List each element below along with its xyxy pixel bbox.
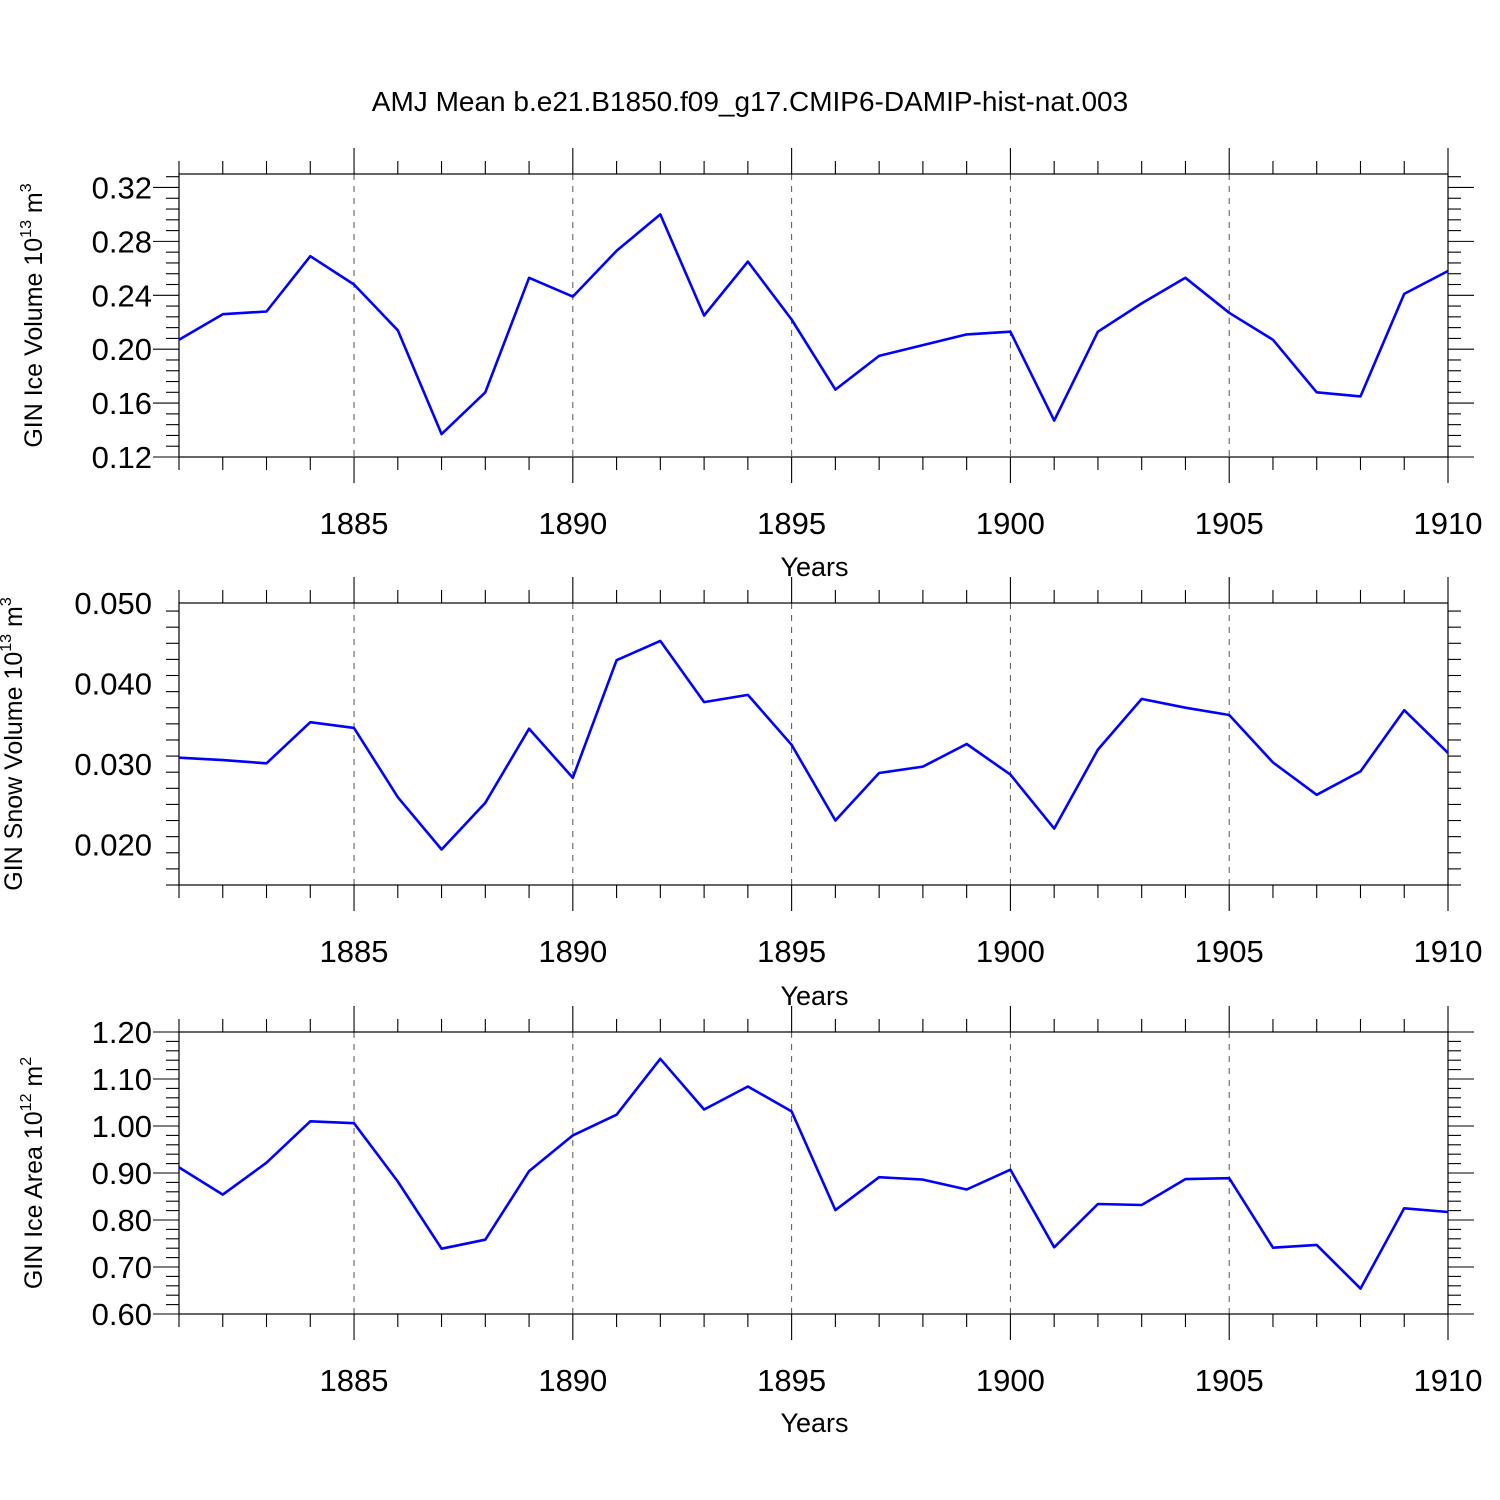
- x-tick-label: 1900: [976, 506, 1045, 541]
- x-tick-label: 1885: [320, 934, 389, 969]
- x-tick-label: 1890: [538, 1363, 607, 1398]
- y-tick-label: 0.80: [92, 1203, 152, 1238]
- y-axis-label-superscript: 13: [0, 634, 15, 652]
- y-axis-label-superscript: 3: [18, 183, 35, 192]
- y-axis-label-superscript: 13: [18, 220, 35, 238]
- y-tick-label: 0.60: [92, 1297, 152, 1332]
- x-tick-label: 1910: [1414, 934, 1483, 969]
- x-tick-label: 1895: [757, 934, 826, 969]
- y-axis-label-superscript: 12: [18, 1093, 35, 1111]
- series-line: [178, 213, 1449, 436]
- y-tick-label: 0.12: [92, 440, 152, 475]
- y-axis-label-part: GIN Ice Area 10: [20, 1111, 48, 1289]
- y-axis-label-part: GIN Snow Volume 10: [0, 652, 28, 891]
- panel-2: 1885 1890 1895 1900 1905 1910 0.020 0.030 0.040 0…: [0, 577, 1482, 1011]
- y-tick-label: 0.90: [92, 1156, 152, 1191]
- y-axis-label-superscript: 3: [0, 597, 15, 606]
- y-axis-label: GIN Ice Volume 1013 m3: [18, 183, 48, 447]
- series-line: [178, 1057, 1449, 1290]
- chart-title: AMJ Mean b.e21.B1850.f09_g17.CMIP6-DAMIP…: [372, 86, 1128, 117]
- y-axis-label-part: GIN Ice Volume 10: [20, 238, 48, 448]
- x-tick-label: 1905: [1195, 506, 1264, 541]
- plot-frame: [178, 173, 1449, 458]
- y-axis-label-part: m: [20, 192, 48, 220]
- x-tick-label: 1895: [757, 1363, 826, 1398]
- y-tick-label: 0.050: [74, 586, 152, 621]
- x-axis-label: Years: [780, 981, 848, 1011]
- x-tick-label: 1885: [320, 1363, 389, 1398]
- x-tick-label: 1900: [976, 1363, 1045, 1398]
- y-axis-label-superscript: 2: [18, 1057, 35, 1066]
- y-tick-label: 1.20: [92, 1015, 152, 1050]
- y-tick-label: 0.70: [92, 1250, 152, 1285]
- y-axis-label: GIN Ice Area 1012 m2: [18, 1057, 48, 1289]
- x-axis-label: Years: [780, 1408, 848, 1438]
- y-tick-label: 0.16: [92, 386, 152, 421]
- x-tick-label: 1885: [320, 506, 389, 541]
- y-tick-label: 0.030: [74, 747, 152, 782]
- x-tick-label: 1910: [1414, 506, 1483, 541]
- y-tick-label: 0.20: [92, 332, 152, 367]
- y-axis-label-part: m: [0, 606, 28, 634]
- y-tick-label: 0.24: [92, 278, 152, 313]
- y-axis-label-part: m: [20, 1066, 48, 1094]
- panel-1: 1885 1890 1895 1900 1905 1910 0.12 0.16 0.20 0.24…: [18, 148, 1482, 582]
- x-tick-label: 1895: [757, 506, 826, 541]
- x-tick-label: 1890: [538, 506, 607, 541]
- y-tick-label: 0.020: [74, 828, 152, 863]
- y-tick-label: 1.00: [92, 1109, 152, 1144]
- x-tick-label: 1905: [1195, 1363, 1264, 1398]
- y-axis-label: GIN Snow Volume 1013 m3: [0, 597, 28, 891]
- x-tick-label: 1905: [1195, 934, 1264, 969]
- y-tick-label: 0.32: [92, 170, 152, 205]
- panel-3: 1885 1890 1895 1900 1905 1910 0.60 0.70 0.80 0.90…: [18, 1006, 1482, 1438]
- x-axis-label: Years: [780, 552, 848, 582]
- y-tick-label: 0.040: [74, 667, 152, 702]
- x-tick-label: 1910: [1414, 1363, 1483, 1398]
- plot-frame: [178, 1031, 1449, 1315]
- y-tick-label: 1.10: [92, 1062, 152, 1097]
- series-line: [178, 639, 1449, 851]
- plot-frame: [178, 602, 1449, 886]
- y-tick-label: 0.28: [92, 224, 152, 259]
- x-tick-label: 1890: [538, 934, 607, 969]
- x-tick-label: 1900: [976, 934, 1045, 969]
